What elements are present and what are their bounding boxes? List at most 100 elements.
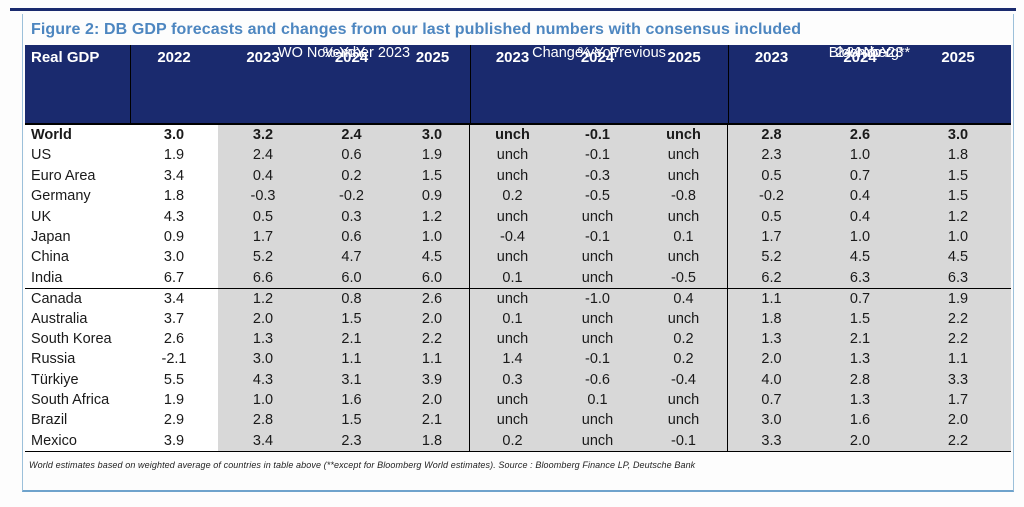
value-cell: 0.7 [815, 289, 905, 309]
value-cell: 3.3 [728, 430, 815, 452]
value-cell: unch [555, 308, 640, 329]
bloomberg-label: Bloomberg** [828, 45, 911, 61]
value-cell: 1.6 [815, 410, 905, 431]
value-cell: 3.7 [130, 308, 218, 329]
value-cell: 0.2 [308, 165, 395, 187]
value-cell: -0.3 [218, 186, 308, 207]
table-row: Türkiye 5.5 4.3 3.1 3.9 0.3 -0.6 -0.4 4.0 2.8 3.3 [25, 369, 1011, 391]
value-cell: 2.9 [130, 410, 218, 431]
wo-sub-label: WO November 2023 [277, 45, 411, 61]
value-cell: 1.5 [905, 165, 1011, 187]
value-cell: -0.4 [470, 226, 555, 248]
value-cell: unch [640, 247, 728, 268]
value-cell: 2.6 [130, 328, 218, 350]
row-label: Canada [25, 289, 130, 309]
table-row: World 3.0 3.2 2.4 3.0 unch -0.1 unch 2.8 2.6 3.0 [25, 125, 1011, 146]
value-cell: 1.3 [218, 328, 308, 350]
value-cell: 2.3 [308, 430, 395, 452]
value-cell: 3.2 [218, 125, 308, 146]
value-cell: 1.5 [815, 308, 905, 329]
value-cell: 4.7 [308, 247, 395, 268]
value-cell: 0.3 [470, 369, 555, 391]
value-cell: 3.0 [728, 410, 815, 431]
value-cell: 1.2 [218, 289, 308, 309]
value-cell: 3.9 [130, 430, 218, 452]
value-cell: 0.1 [470, 267, 555, 289]
value-cell: unch [555, 267, 640, 289]
value-cell: 1.8 [728, 308, 815, 329]
value-cell: 1.5 [308, 410, 395, 431]
header-sub-row: WO November 2023 Change vs. Previous 24-… [25, 45, 1011, 61]
header-bloomberg-row: Bloomberg** [25, 45, 1011, 61]
value-cell: 0.5 [728, 165, 815, 187]
row-label: Türkiye [25, 369, 130, 391]
value-cell: 0.1 [470, 308, 555, 329]
value-cell: 0.5 [728, 206, 815, 227]
value-cell: -2.1 [130, 349, 218, 370]
value-cell: 2.0 [905, 410, 1011, 431]
row-label: World [25, 125, 130, 146]
value-cell: unch [470, 165, 555, 187]
value-cell: 1.9 [130, 145, 218, 166]
value-cell: -0.2 [308, 186, 395, 207]
value-cell: 1.0 [905, 226, 1011, 248]
value-cell: 0.4 [640, 289, 728, 309]
value-cell: 0.4 [815, 206, 905, 227]
value-cell: 1.8 [905, 145, 1011, 166]
value-cell: 2.0 [218, 308, 308, 329]
value-cell: 4.0 [728, 369, 815, 391]
table-row: Brazil 2.9 2.8 1.5 2.1 unch unch unch 3.0 1.6 2.0 [25, 410, 1011, 431]
value-cell: 2.4 [308, 125, 395, 146]
header-divider [728, 45, 729, 123]
value-cell: -0.6 [555, 369, 640, 391]
row-label: US [25, 145, 130, 166]
value-cell: 2.2 [905, 328, 1011, 350]
value-cell: 1.6 [308, 390, 395, 411]
value-cell: -0.1 [555, 226, 640, 248]
table-row: UK 4.3 0.5 0.3 1.2 unch unch unch 0.5 0.4 1.2 [25, 206, 1011, 227]
value-cell: 1.2 [905, 206, 1011, 227]
value-cell: 0.7 [815, 165, 905, 187]
year-header: 2025 [941, 49, 975, 66]
table-row: Canada 3.4 1.2 0.8 2.6 unch -1.0 0.4 1.1 0.7 1.9 [25, 288, 1011, 309]
value-cell: unch [640, 206, 728, 227]
table-body: World 3.0 3.2 2.4 3.0 unch -0.1 unch 2.8 2.6 3.0 US… [25, 125, 1011, 453]
value-cell: 1.3 [815, 390, 905, 411]
table-row: South Africa 1.9 1.0 1.6 2.0 unch 0.1 unch 0.7 1.… [25, 390, 1011, 411]
value-cell: unch [640, 390, 728, 411]
table-row: Germany 1.8 -0.3 -0.2 0.9 0.2 -0.5 -0.8 -0.2 0.4 1… [25, 186, 1011, 207]
value-cell: 3.0 [130, 247, 218, 268]
value-cell: 1.4 [470, 349, 555, 370]
value-cell: 3.1 [308, 369, 395, 391]
table-row: India 6.7 6.6 6.0 6.0 0.1 unch -0.5 6.2 6.3 6.3 [25, 267, 1011, 289]
value-cell: 1.1 [728, 289, 815, 309]
value-cell: 1.7 [905, 390, 1011, 411]
figure-footnote: World estimates based on weighted averag… [29, 460, 696, 471]
value-cell: 0.3 [308, 206, 395, 227]
value-cell: 5.2 [728, 247, 815, 268]
row-label: UK [25, 206, 130, 227]
value-cell: 4.3 [218, 369, 308, 391]
value-cell: 1.2 [395, 206, 470, 227]
value-cell: unch [470, 206, 555, 227]
value-cell: -0.2 [728, 186, 815, 207]
year-header: 2023 [246, 49, 280, 66]
value-cell: 1.7 [218, 226, 308, 248]
value-cell: 2.1 [308, 328, 395, 350]
value-cell: 1.0 [218, 390, 308, 411]
value-cell: 4.5 [395, 247, 470, 268]
value-cell: 1.3 [728, 328, 815, 350]
value-cell: 0.2 [640, 328, 728, 350]
value-cell: 0.5 [218, 206, 308, 227]
value-cell: 2.8 [218, 410, 308, 431]
row-label: Russia [25, 349, 130, 370]
value-cell: unch [470, 390, 555, 411]
value-cell: 1.0 [815, 145, 905, 166]
value-cell: 3.9 [395, 369, 470, 391]
value-cell: 6.7 [130, 267, 218, 289]
value-cell: 5.5 [130, 369, 218, 391]
value-cell: unch [640, 165, 728, 187]
value-cell: 1.9 [905, 289, 1011, 309]
row-label: China [25, 247, 130, 268]
